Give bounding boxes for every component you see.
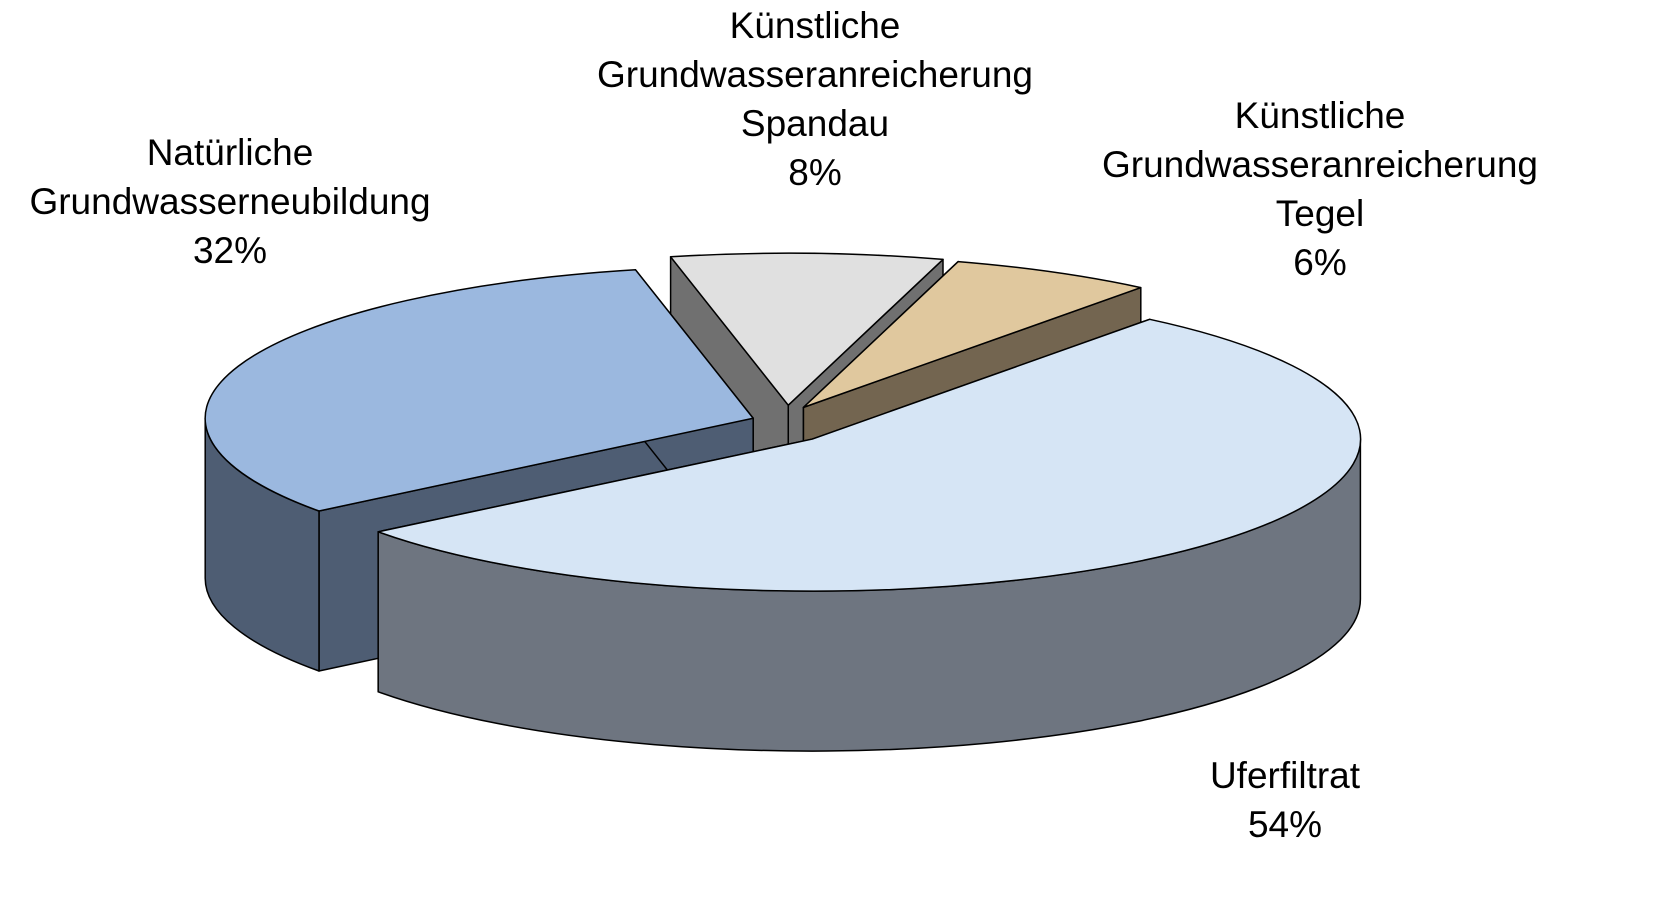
label-line: Natürliche xyxy=(147,132,314,173)
label-line: Tegel xyxy=(1276,193,1364,234)
label-line: Uferfiltrat xyxy=(1210,755,1361,796)
slice-label: Natürliche Grundwasserneubildung xyxy=(29,132,430,222)
label-line: Künstliche xyxy=(1235,95,1406,136)
value-label: 54% xyxy=(1248,804,1322,845)
slice-label: Künstliche Grundwasseranreicherung Tegel xyxy=(1102,95,1538,234)
label-line: Grundwasseranreicherung xyxy=(597,54,1033,95)
slice-label: Uferfiltrat xyxy=(1210,755,1361,796)
slice-label: Künstliche Grundwasseranreicherung Spandau xyxy=(597,5,1033,144)
label-line: Spandau xyxy=(741,103,889,144)
value-label: 32% xyxy=(193,230,267,271)
label-line: Grundwasseranreicherung xyxy=(1102,144,1538,185)
value-label: 8% xyxy=(788,152,841,193)
slice xyxy=(802,260,1142,409)
label-line: Künstliche xyxy=(730,5,901,46)
slice xyxy=(204,269,754,512)
value-label: 6% xyxy=(1293,242,1346,283)
label-line: Grundwasserneubildung xyxy=(29,181,430,222)
slice xyxy=(377,318,1362,592)
slice xyxy=(669,252,944,406)
